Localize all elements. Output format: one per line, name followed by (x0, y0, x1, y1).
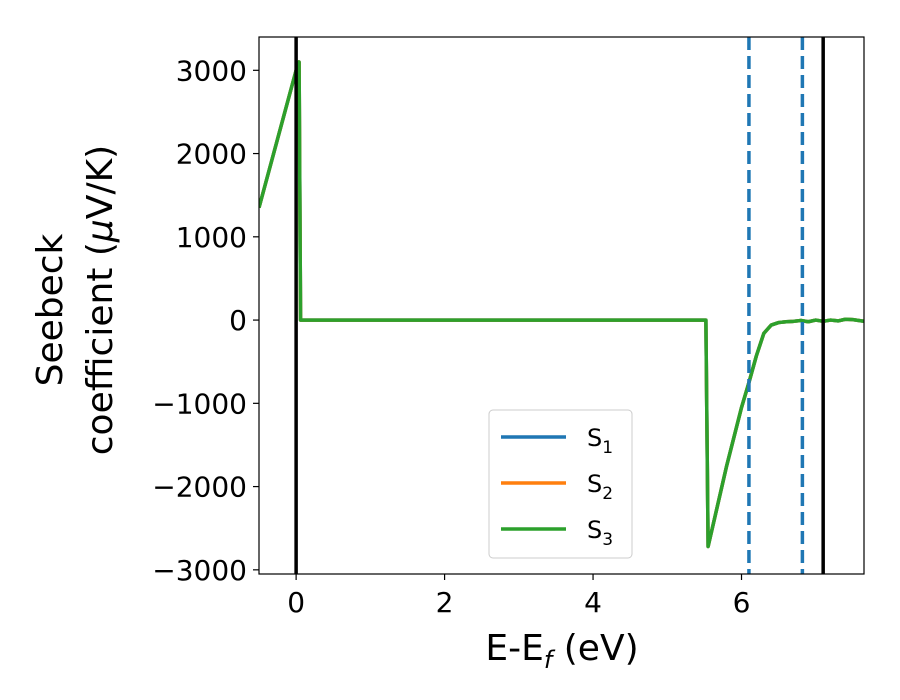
x-axis-ticks: 0 2 4 6 (287, 574, 750, 619)
x-tick-label: 6 (733, 586, 751, 619)
legend-label-3: S3 (587, 516, 613, 550)
y-axis-title-line2: coefficient (μV/K) (80, 145, 121, 455)
x-tick-label: 4 (584, 586, 602, 619)
y-tick-label: −3000 (152, 554, 247, 587)
y-tick-label: −2000 (152, 471, 247, 504)
y-tick-label: −1000 (152, 387, 247, 420)
y-axis-title-line1: Seebeck (30, 233, 71, 386)
legend: S1 S2 S3 (488, 409, 633, 559)
x-axis-title: E-Ef (eV) (485, 628, 638, 674)
vertical-lines (294, 37, 825, 574)
x-tick-label: 2 (436, 586, 454, 619)
y-tick-label: 1000 (176, 221, 247, 254)
y-axis-ticks: 3000 2000 1000 0 −1000 −2000 −3000 (152, 54, 259, 587)
legend-items: S1 S2 S3 (501, 424, 613, 550)
plot-frame (258, 36, 865, 575)
y-axis-title: Seebeck coefficient (μV/K) (30, 145, 121, 455)
x-tick-label: 0 (287, 586, 305, 619)
series-layer (259, 60, 864, 549)
y-tick-label: 3000 (176, 54, 247, 87)
legend-label-1: S1 (587, 424, 613, 458)
y-tick-label: 2000 (176, 138, 247, 171)
y-tick-label: 0 (229, 304, 247, 337)
series-line-3 (259, 60, 864, 549)
legend-label-2: S2 (587, 470, 613, 504)
